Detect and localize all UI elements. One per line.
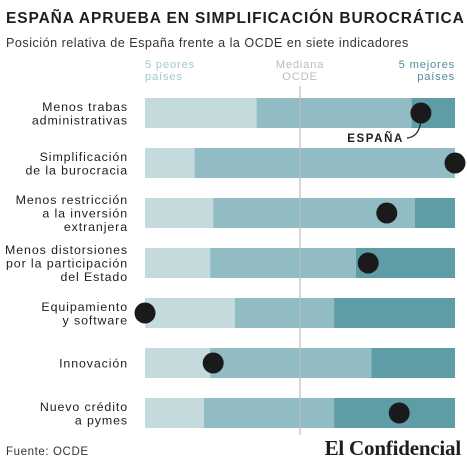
- scale-marker-label: Mediana OCDE: [276, 59, 325, 83]
- spain-dot: [357, 252, 379, 274]
- bar-segment-middle: [194, 148, 455, 178]
- scale-marker-label: 5 mejores países: [399, 59, 455, 83]
- category-label: Nuevo crédito a pymes: [40, 400, 128, 428]
- category-label: Menos restricción a la inversión extranjer…: [16, 193, 128, 234]
- bar-segment-best: [414, 198, 455, 228]
- spain-dot: [388, 402, 410, 424]
- spain-dot: [410, 102, 432, 124]
- bar-segment-worst: [145, 148, 195, 178]
- dot-bar-chart: 5 peores países Mediana OCDE 5 mejores países…: [5, 59, 466, 435]
- spain-annotation-leader: [406, 120, 422, 139]
- spain-annotation-label: ESPAÑA: [347, 132, 404, 145]
- category-label: Equipamiento y software: [41, 300, 128, 328]
- bar-segment-worst: [145, 398, 204, 428]
- spain-dot: [134, 302, 156, 324]
- scale-marker-label: 5 peores países: [145, 59, 195, 83]
- bar-segment-middle: [210, 248, 356, 278]
- bar-segment-best: [371, 348, 455, 378]
- bar-segment-best: [334, 298, 455, 328]
- source-note: Fuente: OCDE: [6, 446, 89, 458]
- bar-segment-middle: [210, 348, 372, 378]
- bar-segment-worst: [145, 348, 211, 378]
- category-label: Menos distorsiones por la participación de…: [5, 243, 128, 284]
- spain-dot: [444, 152, 466, 174]
- category-label: Innovación: [59, 357, 128, 371]
- chart-title: ESPAÑA APRUEBA EN SIMPLIFICACIÓN BUROCRÁ…: [6, 10, 465, 27]
- category-label: Simplificación de la burocracia: [25, 150, 128, 178]
- spain-dot: [202, 352, 224, 374]
- category-label: Menos trabas administrativas: [32, 100, 128, 128]
- bar-segment-worst: [145, 248, 211, 278]
- bar-segment-worst: [145, 298, 235, 328]
- spain-dot: [376, 202, 398, 224]
- bar-segment-middle: [234, 298, 335, 328]
- bar-segment-worst: [145, 198, 214, 228]
- brand-logo: El Confidencial: [324, 436, 462, 460]
- bar-segment-worst: [145, 98, 257, 128]
- bar-segment-middle: [256, 98, 412, 128]
- chart-subtitle: Posición relativa de España frente a la …: [6, 36, 409, 50]
- bar-segment-middle: [203, 398, 335, 428]
